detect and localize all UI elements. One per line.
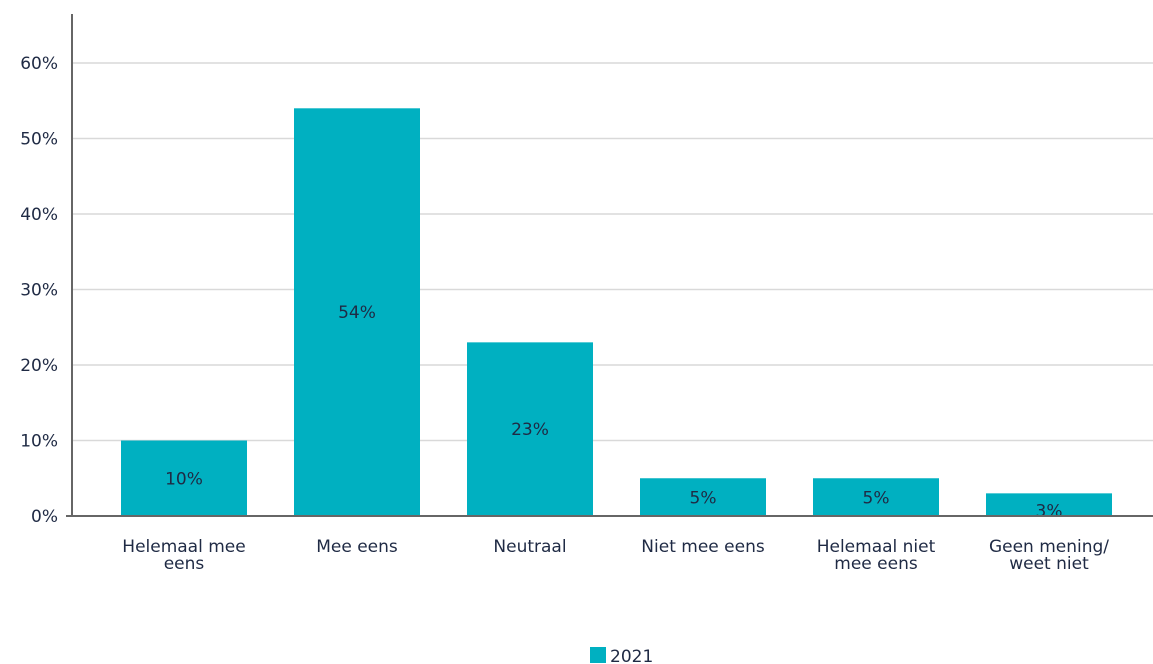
x-category-label: mee eens — [834, 554, 918, 574]
data-label: 10% — [165, 469, 203, 489]
legend-label: 2021 — [610, 647, 653, 664]
y-tick-label: 10% — [20, 432, 58, 452]
y-axis-tick-labels: 0% 10% 20% 30% 40% 50% 60% — [20, 54, 58, 527]
y-tick-label: 60% — [20, 54, 58, 74]
x-category-label: Geen mening/ — [989, 537, 1109, 557]
bar — [467, 342, 593, 516]
x-category-label: eens — [164, 554, 205, 574]
axes — [66, 14, 1153, 517]
bar — [294, 108, 420, 517]
x-category-label: Helemaal mee — [122, 537, 245, 557]
y-tick-label: 20% — [20, 356, 58, 376]
data-label: 5% — [863, 488, 890, 508]
gridlines — [72, 62, 1153, 442]
y-tick-label: 30% — [20, 281, 58, 301]
data-label: 54% — [338, 303, 376, 323]
data-label: 5% — [690, 488, 717, 508]
x-category-label: weet niet — [1009, 554, 1089, 574]
data-label: 23% — [511, 420, 549, 440]
legend-swatch — [590, 647, 606, 663]
y-tick-label: 0% — [31, 507, 58, 527]
data-labels: 10% 54% 23% 5% 5% 3% — [165, 303, 1062, 521]
x-category-label: Helemaal niet — [817, 537, 936, 557]
y-tick-label: 40% — [20, 205, 58, 225]
bars — [121, 108, 1112, 517]
bar — [121, 440, 247, 516]
bar — [813, 478, 939, 516]
x-category-label: Neutraal — [493, 537, 566, 557]
bar — [986, 493, 1112, 516]
y-tick-label: 50% — [20, 130, 58, 150]
legend: 2021 — [590, 647, 653, 664]
x-category-label: Niet mee eens — [641, 537, 765, 557]
data-label: 3% — [1036, 501, 1063, 521]
x-category-label: Mee eens — [316, 537, 398, 557]
bar — [640, 478, 766, 516]
